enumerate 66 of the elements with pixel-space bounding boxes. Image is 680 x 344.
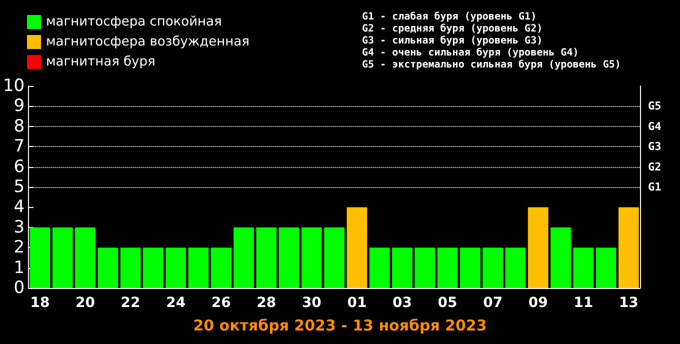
bar	[550, 227, 571, 288]
bar	[120, 248, 141, 288]
bar	[618, 207, 639, 288]
x-tick-label: 28	[256, 295, 276, 311]
bar	[482, 248, 504, 288]
y-tick-label: 0	[14, 278, 25, 298]
bar	[98, 248, 118, 288]
bar	[234, 227, 254, 288]
x-tick-label: 26	[211, 295, 231, 311]
bar	[210, 248, 232, 288]
ref-line-label: G5	[648, 100, 662, 113]
x-tick-label: 01	[347, 295, 367, 311]
bar	[142, 248, 164, 288]
bar	[324, 227, 345, 288]
x-tick-label: 20	[76, 295, 96, 311]
ref-line-label: G4	[648, 120, 662, 133]
ref-line-label: G1	[648, 180, 662, 194]
x-tick-label: 30	[302, 295, 322, 311]
text: 20 октября 2023 - 13 ноября 2023	[193, 316, 487, 334]
bar	[460, 248, 480, 288]
text: G4 - очень сильная буря (уровень G4)	[362, 48, 579, 58]
x-tick-label: 18	[30, 295, 50, 311]
legend-label: магнитосфера спокойная	[46, 14, 222, 30]
bar	[437, 248, 458, 288]
bar	[528, 207, 548, 288]
x-tick-label: 03	[392, 295, 412, 311]
y-tick-label: 6	[14, 156, 25, 177]
y-tick-label: 7	[14, 136, 25, 157]
ref-line-label: G2	[648, 160, 662, 174]
y-tick-label: 2	[14, 238, 25, 258]
bar	[188, 248, 209, 288]
bar	[346, 207, 368, 288]
bar	[52, 227, 73, 288]
bar	[75, 227, 96, 288]
legend-label: магнитосфера возбужденная	[46, 34, 250, 50]
bar	[301, 227, 322, 288]
x-tick-label: 24	[166, 295, 186, 311]
bar	[166, 248, 186, 288]
text: G2 - средняя буря (уровень G2)	[362, 24, 543, 34]
x-tick-label: 13	[618, 295, 638, 311]
y-tick-label: 3	[14, 217, 25, 238]
y-tick-label: 8	[14, 116, 25, 136]
bar	[414, 248, 436, 288]
text: G3 - сильная буря (уровень G3)	[362, 36, 543, 46]
y-tick-label: 4	[14, 197, 25, 218]
bar	[392, 248, 412, 288]
x-tick-label: 11	[574, 295, 594, 311]
text: G1 - слабая буря (уровень G1)	[362, 12, 537, 22]
ref-line-label: G3	[648, 140, 662, 154]
bar	[278, 227, 300, 288]
bar	[369, 248, 390, 288]
x-tick-label: 05	[438, 295, 458, 311]
bar	[505, 248, 526, 288]
x-tick-label: 22	[120, 295, 140, 311]
x-tick-label: 07	[483, 295, 503, 311]
legend-label: магнитная буря	[46, 54, 156, 70]
text: G5 - экстремально сильная буря (уровень G5)	[362, 60, 621, 70]
bar	[573, 248, 594, 288]
bar	[30, 227, 50, 288]
bar	[256, 227, 277, 288]
y-tick-label: 10	[2, 76, 25, 96]
x-tick-label: 09	[528, 295, 548, 311]
bar	[596, 248, 616, 288]
y-tick-label: 9	[14, 96, 25, 116]
y-tick-label: 1	[14, 258, 25, 278]
y-tick-label: 5	[14, 177, 25, 197]
